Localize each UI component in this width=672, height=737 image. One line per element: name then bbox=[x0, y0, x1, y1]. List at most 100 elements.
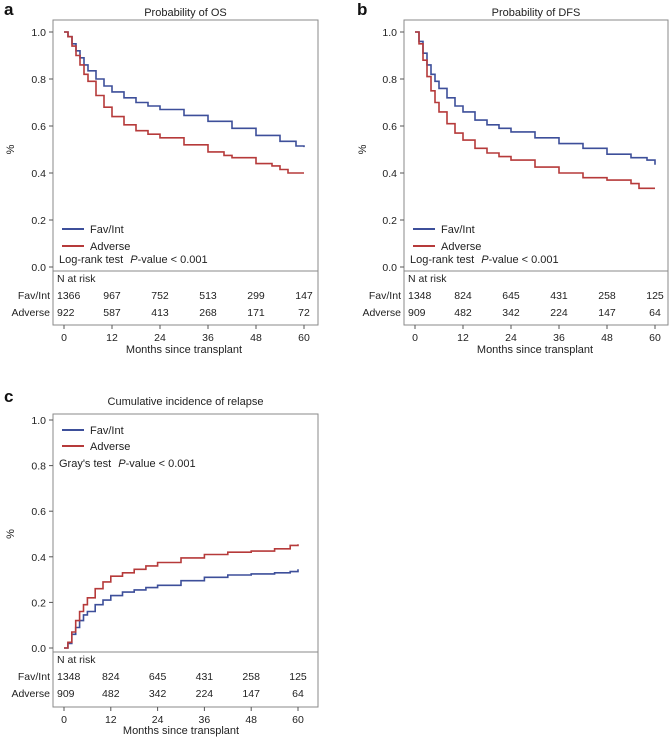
at-risk-value: 482 bbox=[102, 688, 120, 700]
chart-panel-a: a Probability of OS 0.0 0.2 0.4 0.6 0.8 1.0% 0 12… bbox=[4, 0, 319, 356]
test-p-italic: P bbox=[481, 254, 489, 266]
at-risk-value: 147 bbox=[598, 307, 616, 319]
y-tick-label: 1.0 bbox=[382, 27, 397, 39]
risk-row-label: Adverse bbox=[362, 307, 401, 319]
at-risk-value: 967 bbox=[103, 290, 121, 302]
x-tick-label: 0 bbox=[61, 714, 67, 726]
at-risk-value: 1348 bbox=[408, 290, 432, 302]
x-tick-label: 12 bbox=[106, 332, 118, 344]
at-risk-value: 64 bbox=[292, 688, 304, 700]
series-line-0 bbox=[64, 31, 305, 148]
at-risk-value: 125 bbox=[289, 671, 307, 683]
chart-title: Cumulative incidence of relapse bbox=[108, 396, 264, 408]
panel-label: b bbox=[357, 0, 367, 19]
series-line-1 bbox=[64, 31, 304, 174]
x-tick-label: 48 bbox=[245, 714, 257, 726]
test-p-value: -value < 0.001 bbox=[126, 458, 196, 470]
at-risk-value: 72 bbox=[298, 307, 310, 319]
y-tick-label: 1.0 bbox=[31, 415, 46, 427]
x-tick-label: 48 bbox=[250, 332, 262, 344]
x-tick-label: 12 bbox=[457, 332, 469, 344]
at-risk-value: 922 bbox=[57, 307, 75, 319]
risk-table-header: N at risk bbox=[57, 273, 96, 285]
at-risk-value: 342 bbox=[149, 688, 167, 700]
legend-label: Adverse bbox=[441, 241, 481, 253]
at-risk-value: 224 bbox=[550, 307, 568, 319]
y-tick-label: 0.0 bbox=[382, 262, 397, 274]
y-tick-label: 0.2 bbox=[382, 215, 397, 227]
y-tick-label: 0.2 bbox=[31, 597, 46, 609]
x-tick-label: 60 bbox=[649, 332, 661, 344]
x-tick-label: 12 bbox=[105, 714, 117, 726]
at-risk-value: 431 bbox=[196, 671, 214, 683]
y-tick-label: 0.8 bbox=[31, 74, 46, 86]
y-tick-label: 0.8 bbox=[382, 74, 397, 86]
y-axis-label: % bbox=[5, 144, 17, 154]
y-tick-label: 1.0 bbox=[31, 27, 46, 39]
at-risk-value: 587 bbox=[103, 307, 121, 319]
at-risk-value: 645 bbox=[149, 671, 167, 683]
at-risk-value: 171 bbox=[247, 307, 265, 319]
test-p-italic: P bbox=[130, 254, 138, 266]
at-risk-value: 147 bbox=[242, 688, 260, 700]
at-risk-value: 645 bbox=[502, 290, 520, 302]
y-tick-label: 0.6 bbox=[31, 121, 46, 133]
legend-label: Fav/Int bbox=[441, 224, 475, 236]
y-tick-label: 0.4 bbox=[382, 168, 397, 180]
at-risk-value: 909 bbox=[57, 688, 75, 700]
at-risk-value: 413 bbox=[151, 307, 169, 319]
risk-row-label: Fav/Int bbox=[369, 290, 401, 302]
at-risk-value: 147 bbox=[295, 290, 313, 302]
x-tick-label: 36 bbox=[202, 332, 214, 344]
plot-frame bbox=[52, 413, 319, 708]
legend-label: Adverse bbox=[90, 441, 130, 453]
x-tick-label: 36 bbox=[553, 332, 565, 344]
panel-label: a bbox=[4, 0, 14, 19]
at-risk-value: 125 bbox=[646, 290, 664, 302]
at-risk-value: 268 bbox=[199, 307, 217, 319]
x-axis-label: Months since transplant bbox=[477, 344, 593, 356]
chart-panel-c: c Cumulative incidence of relapse 0.0 0.2 0.… bbox=[4, 387, 319, 737]
test-label: Log-rank test bbox=[59, 254, 126, 266]
risk-row-label: Fav/Int bbox=[18, 671, 50, 683]
legend-label: Fav/Int bbox=[90, 425, 124, 437]
at-risk-value: 431 bbox=[550, 290, 568, 302]
at-risk-value: 258 bbox=[242, 671, 260, 683]
test-annotation: Log-rank test P-value < 0.001 bbox=[59, 254, 208, 266]
test-label: Gray's test bbox=[59, 458, 114, 470]
at-risk-value: 224 bbox=[196, 688, 214, 700]
at-risk-value: 824 bbox=[102, 671, 120, 683]
panel-label: c bbox=[4, 387, 13, 406]
at-risk-value: 482 bbox=[454, 307, 472, 319]
legend-label: Adverse bbox=[90, 241, 130, 253]
x-tick-label: 24 bbox=[152, 714, 164, 726]
x-tick-label: 24 bbox=[154, 332, 166, 344]
risk-table-header: N at risk bbox=[408, 273, 447, 285]
at-risk-value: 909 bbox=[408, 307, 426, 319]
test-p-value: -value < 0.001 bbox=[138, 254, 208, 266]
x-tick-label: 60 bbox=[298, 332, 310, 344]
y-tick-label: 0.0 bbox=[31, 262, 46, 274]
at-risk-value: 64 bbox=[649, 307, 661, 319]
y-tick-label: 0.6 bbox=[382, 121, 397, 133]
at-risk-value: 299 bbox=[247, 290, 265, 302]
y-axis-label: % bbox=[5, 529, 17, 539]
y-tick-label: 0.2 bbox=[31, 215, 46, 227]
at-risk-value: 1366 bbox=[57, 290, 81, 302]
at-risk-value: 824 bbox=[454, 290, 472, 302]
test-p-value: -value < 0.001 bbox=[489, 254, 559, 266]
series-line-1 bbox=[415, 31, 655, 190]
legend-label: Fav/Int bbox=[90, 224, 124, 236]
risk-row-label: Adverse bbox=[11, 688, 50, 700]
chart-title: Probability of OS bbox=[144, 7, 227, 19]
risk-row-label: Fav/Int bbox=[18, 290, 50, 302]
y-axis-label: % bbox=[357, 144, 369, 154]
chart-panel-b: b Probability of DFS 0.0 0.2 0.4 0.6 0.8 1.0% 0 1… bbox=[357, 0, 669, 356]
series-line-0 bbox=[415, 31, 656, 165]
y-tick-label: 0.4 bbox=[31, 552, 46, 564]
series-line-0 bbox=[64, 569, 299, 649]
x-tick-label: 60 bbox=[292, 714, 304, 726]
x-axis-label: Months since transplant bbox=[126, 344, 242, 356]
test-annotation: Log-rank test P-value < 0.001 bbox=[410, 254, 559, 266]
y-tick-label: 0.0 bbox=[31, 643, 46, 655]
